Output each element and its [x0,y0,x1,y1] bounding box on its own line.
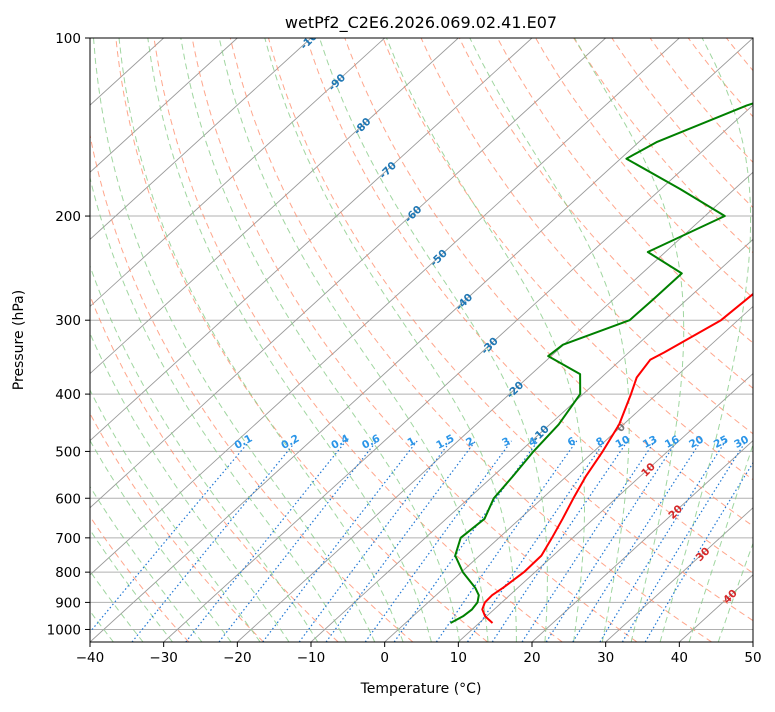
y-tick-label: 100 [55,31,81,47]
x-axis-title: Temperature (°C) [360,681,482,697]
y-tick-label: 900 [55,595,81,611]
x-tick-label: −30 [149,650,178,666]
y-tick-label: 800 [55,565,81,581]
x-tick-label: 50 [744,650,761,666]
chart-title: wetPf2_C2E6.2026.069.02.41.E07 [285,13,557,33]
x-tick-label: 40 [671,650,688,666]
y-tick-label: 400 [55,387,81,403]
x-tick-label: −40 [76,650,105,666]
x-tick-label: −10 [297,650,326,666]
x-tick-label: 20 [523,650,540,666]
y-tick-label: 500 [55,444,81,460]
y-tick-label: 200 [55,209,81,225]
x-tick-label: 30 [597,650,614,666]
y-axis-title: Pressure (hPa) [11,290,27,390]
y-tick-label: 1000 [47,622,81,638]
x-tick-label: 0 [380,650,389,666]
x-tick-label: −20 [223,650,252,666]
x-tick-label: 10 [450,650,467,666]
y-tick-label: 600 [55,491,81,507]
y-tick-label: 700 [55,531,81,547]
y-tick-label: 300 [55,313,81,329]
